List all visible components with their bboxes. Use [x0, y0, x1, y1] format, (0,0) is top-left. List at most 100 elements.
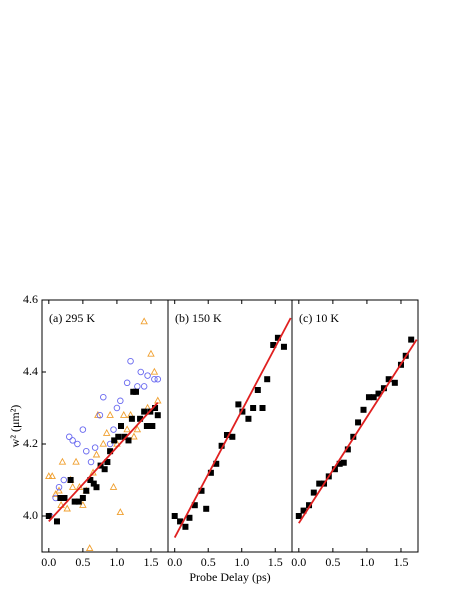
- x-tick-label: 1.5: [393, 555, 408, 569]
- fit-line: [173, 317, 292, 539]
- triangle-marker: [55, 486, 63, 494]
- square-marker: [280, 343, 287, 350]
- circle-marker: [127, 357, 134, 365]
- square-marker: [87, 477, 94, 483]
- square-marker: [229, 433, 236, 440]
- circle-marker: [83, 447, 90, 455]
- square-marker: [67, 477, 74, 483]
- triangle-marker: [85, 544, 94, 552]
- square-marker: [57, 495, 64, 501]
- square-marker: [182, 523, 189, 530]
- square-marker: [90, 480, 97, 487]
- x-tick-label: 0.0: [41, 555, 56, 569]
- square-marker: [107, 448, 114, 455]
- circle-marker: [140, 383, 148, 390]
- x-axis-label: Probe Delay (ps): [189, 570, 270, 584]
- circle-marker: [79, 426, 87, 433]
- square-marker: [191, 502, 198, 509]
- square-marker: [61, 495, 68, 501]
- square-marker: [93, 484, 100, 491]
- circle-marker: [154, 375, 162, 383]
- triangle-marker: [99, 439, 108, 447]
- square-marker: [331, 466, 338, 473]
- square-marker: [254, 387, 261, 393]
- plot-frame: [291, 299, 419, 553]
- y-tick-label: 4.6: [23, 292, 38, 306]
- square-marker: [300, 507, 307, 514]
- square-marker: [198, 487, 205, 494]
- square-marker: [336, 460, 343, 467]
- circle-marker: [110, 426, 117, 433]
- circle-marker: [113, 404, 121, 412]
- square-marker: [132, 388, 139, 395]
- fit-line: [298, 339, 418, 524]
- square-marker: [83, 487, 90, 494]
- triangle-marker: [51, 490, 60, 498]
- square-marker: [295, 513, 302, 519]
- square-marker: [218, 442, 225, 449]
- triangle-marker: [133, 425, 142, 433]
- fit-line: [48, 401, 159, 523]
- square-marker: [115, 433, 122, 440]
- x-tick-label: 1.0: [234, 555, 249, 569]
- x-tick-label: 1.5: [143, 555, 158, 569]
- circle-marker: [65, 433, 73, 441]
- x-tick-label: 1.5: [268, 555, 283, 569]
- square-marker: [365, 394, 372, 401]
- triangle-marker: [140, 317, 148, 325]
- circle-marker: [144, 372, 151, 379]
- triangle-marker: [147, 349, 155, 357]
- square-marker: [53, 518, 60, 525]
- square-marker: [45, 513, 52, 519]
- circle-marker: [91, 444, 99, 451]
- square-marker: [223, 432, 230, 438]
- square-marker: [186, 514, 193, 521]
- triangle-marker: [63, 504, 71, 512]
- square-marker: [370, 394, 377, 401]
- square-marker: [141, 408, 148, 415]
- panel-label: (a) 295 K: [49, 311, 95, 325]
- y-tick-label: 4.0: [23, 508, 38, 522]
- square-marker: [125, 437, 132, 444]
- square-marker: [250, 405, 257, 411]
- square-marker: [121, 433, 128, 440]
- x-tick-label: 1.0: [359, 555, 374, 569]
- square-marker: [274, 334, 281, 341]
- square-marker: [118, 423, 125, 429]
- triangle-marker: [130, 432, 138, 440]
- circle-marker: [55, 483, 63, 491]
- circle-marker: [60, 476, 68, 484]
- triangle-marker: [92, 450, 101, 458]
- square-marker: [380, 385, 387, 392]
- circle-marker: [134, 383, 141, 390]
- x-tick-label: 0.5: [325, 555, 340, 569]
- square-marker: [152, 405, 159, 411]
- triangle-marker: [58, 457, 67, 465]
- square-marker: [149, 423, 156, 429]
- triangle-marker: [116, 508, 125, 516]
- square-marker: [111, 437, 118, 444]
- square-marker: [391, 379, 398, 386]
- square-marker: [408, 336, 415, 343]
- plot-area: [171, 317, 292, 539]
- triangle-marker: [123, 425, 131, 433]
- square-marker: [137, 415, 144, 422]
- triangle-marker: [79, 500, 87, 508]
- triangle-marker: [106, 410, 114, 418]
- square-marker: [71, 498, 78, 505]
- square-marker: [101, 466, 108, 473]
- x-tick-label: 0.0: [167, 555, 182, 569]
- circle-marker: [123, 379, 131, 387]
- square-marker: [264, 376, 271, 383]
- triangle-marker: [72, 457, 80, 465]
- square-marker: [75, 498, 82, 505]
- triangle-marker: [109, 482, 118, 490]
- circle-marker: [100, 393, 107, 401]
- x-tick-label: 0.5: [75, 555, 90, 569]
- circle-marker: [74, 440, 81, 448]
- circle-marker: [151, 375, 158, 383]
- square-marker: [104, 459, 111, 465]
- plot-area: [295, 336, 418, 524]
